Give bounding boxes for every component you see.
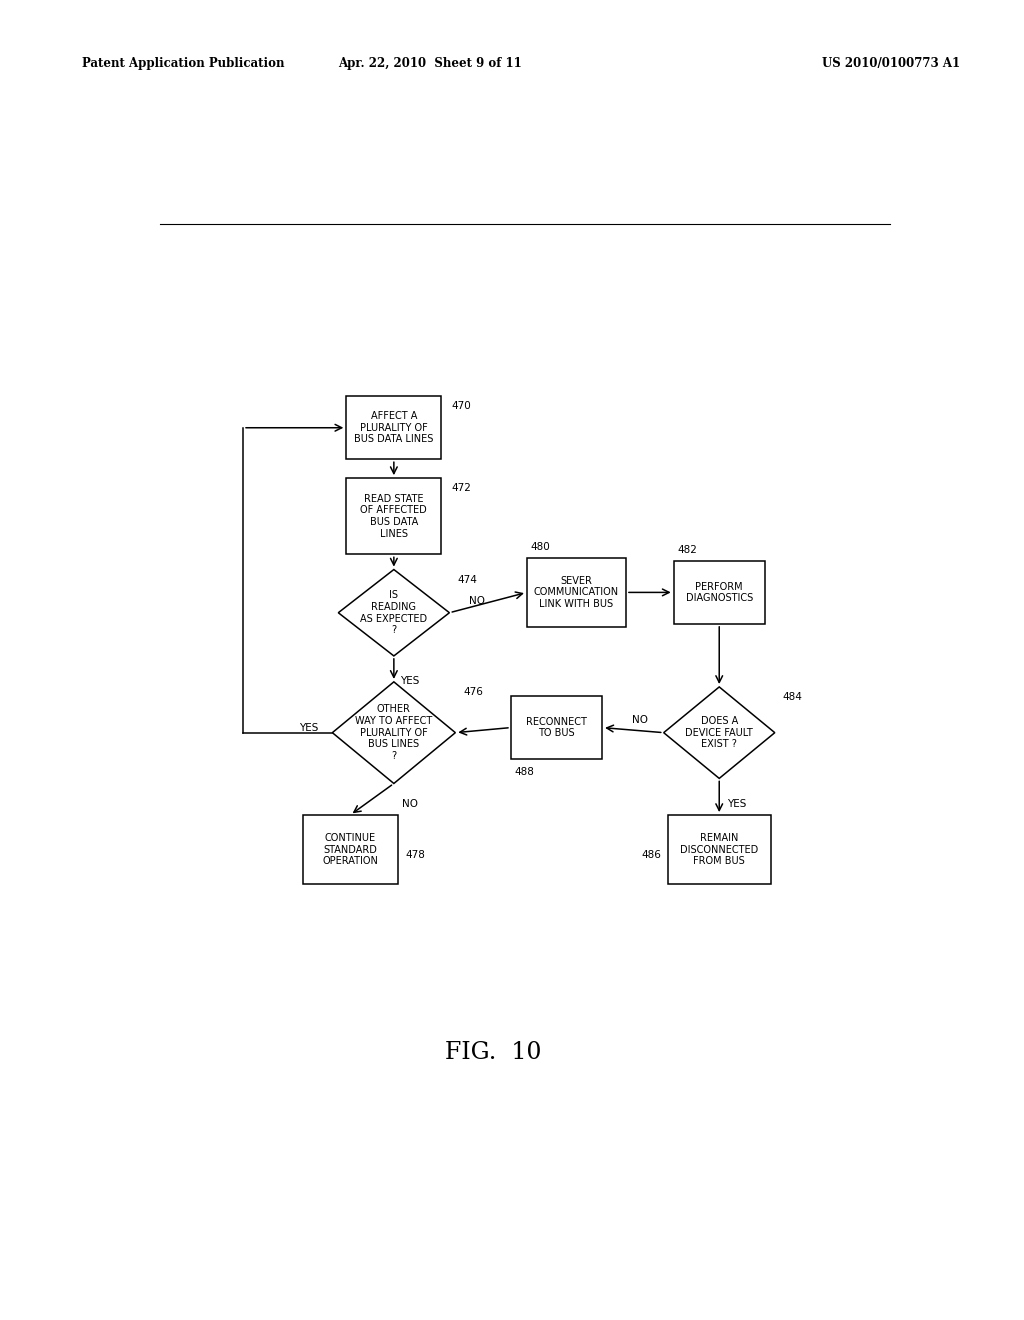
Text: 482: 482 <box>678 545 697 554</box>
Polygon shape <box>664 686 775 779</box>
Text: REMAIN
DISCONNECTED
FROM BUS: REMAIN DISCONNECTED FROM BUS <box>680 833 759 866</box>
Text: YES: YES <box>727 799 746 809</box>
Text: AFFECT A
PLURALITY OF
BUS DATA LINES: AFFECT A PLURALITY OF BUS DATA LINES <box>354 411 433 445</box>
FancyBboxPatch shape <box>346 396 441 459</box>
Text: YES: YES <box>400 676 420 686</box>
Text: Patent Application Publication: Patent Application Publication <box>82 57 285 70</box>
Text: SEVER
COMMUNICATION
LINK WITH BUS: SEVER COMMUNICATION LINK WITH BUS <box>534 576 618 609</box>
Text: 478: 478 <box>406 850 426 859</box>
FancyBboxPatch shape <box>526 558 626 627</box>
Text: NO: NO <box>632 715 648 726</box>
Text: 480: 480 <box>530 541 551 552</box>
Text: 472: 472 <box>451 483 471 494</box>
Text: 474: 474 <box>458 574 477 585</box>
FancyBboxPatch shape <box>303 814 397 884</box>
Text: IS
READING
AS EXPECTED
?: IS READING AS EXPECTED ? <box>360 590 427 635</box>
Text: YES: YES <box>299 722 318 733</box>
Text: FIG.  10: FIG. 10 <box>444 1041 542 1064</box>
Text: 488: 488 <box>515 767 535 777</box>
Text: NO: NO <box>469 595 485 606</box>
Text: 484: 484 <box>782 692 803 702</box>
Text: 486: 486 <box>641 850 662 859</box>
Text: 470: 470 <box>451 401 471 412</box>
Text: US 2010/0100773 A1: US 2010/0100773 A1 <box>822 57 959 70</box>
Text: NO: NO <box>401 799 418 809</box>
Text: READ STATE
OF AFFECTED
BUS DATA
LINES: READ STATE OF AFFECTED BUS DATA LINES <box>360 494 427 539</box>
Polygon shape <box>333 682 456 784</box>
FancyBboxPatch shape <box>668 814 771 884</box>
FancyBboxPatch shape <box>674 561 765 624</box>
FancyBboxPatch shape <box>511 696 602 759</box>
Polygon shape <box>338 569 450 656</box>
FancyBboxPatch shape <box>346 478 441 554</box>
Text: Apr. 22, 2010  Sheet 9 of 11: Apr. 22, 2010 Sheet 9 of 11 <box>338 57 522 70</box>
Text: DOES A
DEVICE FAULT
EXIST ?: DOES A DEVICE FAULT EXIST ? <box>685 715 753 750</box>
Text: 476: 476 <box>463 686 483 697</box>
Text: CONTINUE
STANDARD
OPERATION: CONTINUE STANDARD OPERATION <box>323 833 378 866</box>
Text: PERFORM
DIAGNOSTICS: PERFORM DIAGNOSTICS <box>686 582 753 603</box>
Text: OTHER
WAY TO AFFECT
PLURALITY OF
BUS LINES
?: OTHER WAY TO AFFECT PLURALITY OF BUS LIN… <box>355 705 432 760</box>
Text: RECONNECT
TO BUS: RECONNECT TO BUS <box>526 717 587 738</box>
